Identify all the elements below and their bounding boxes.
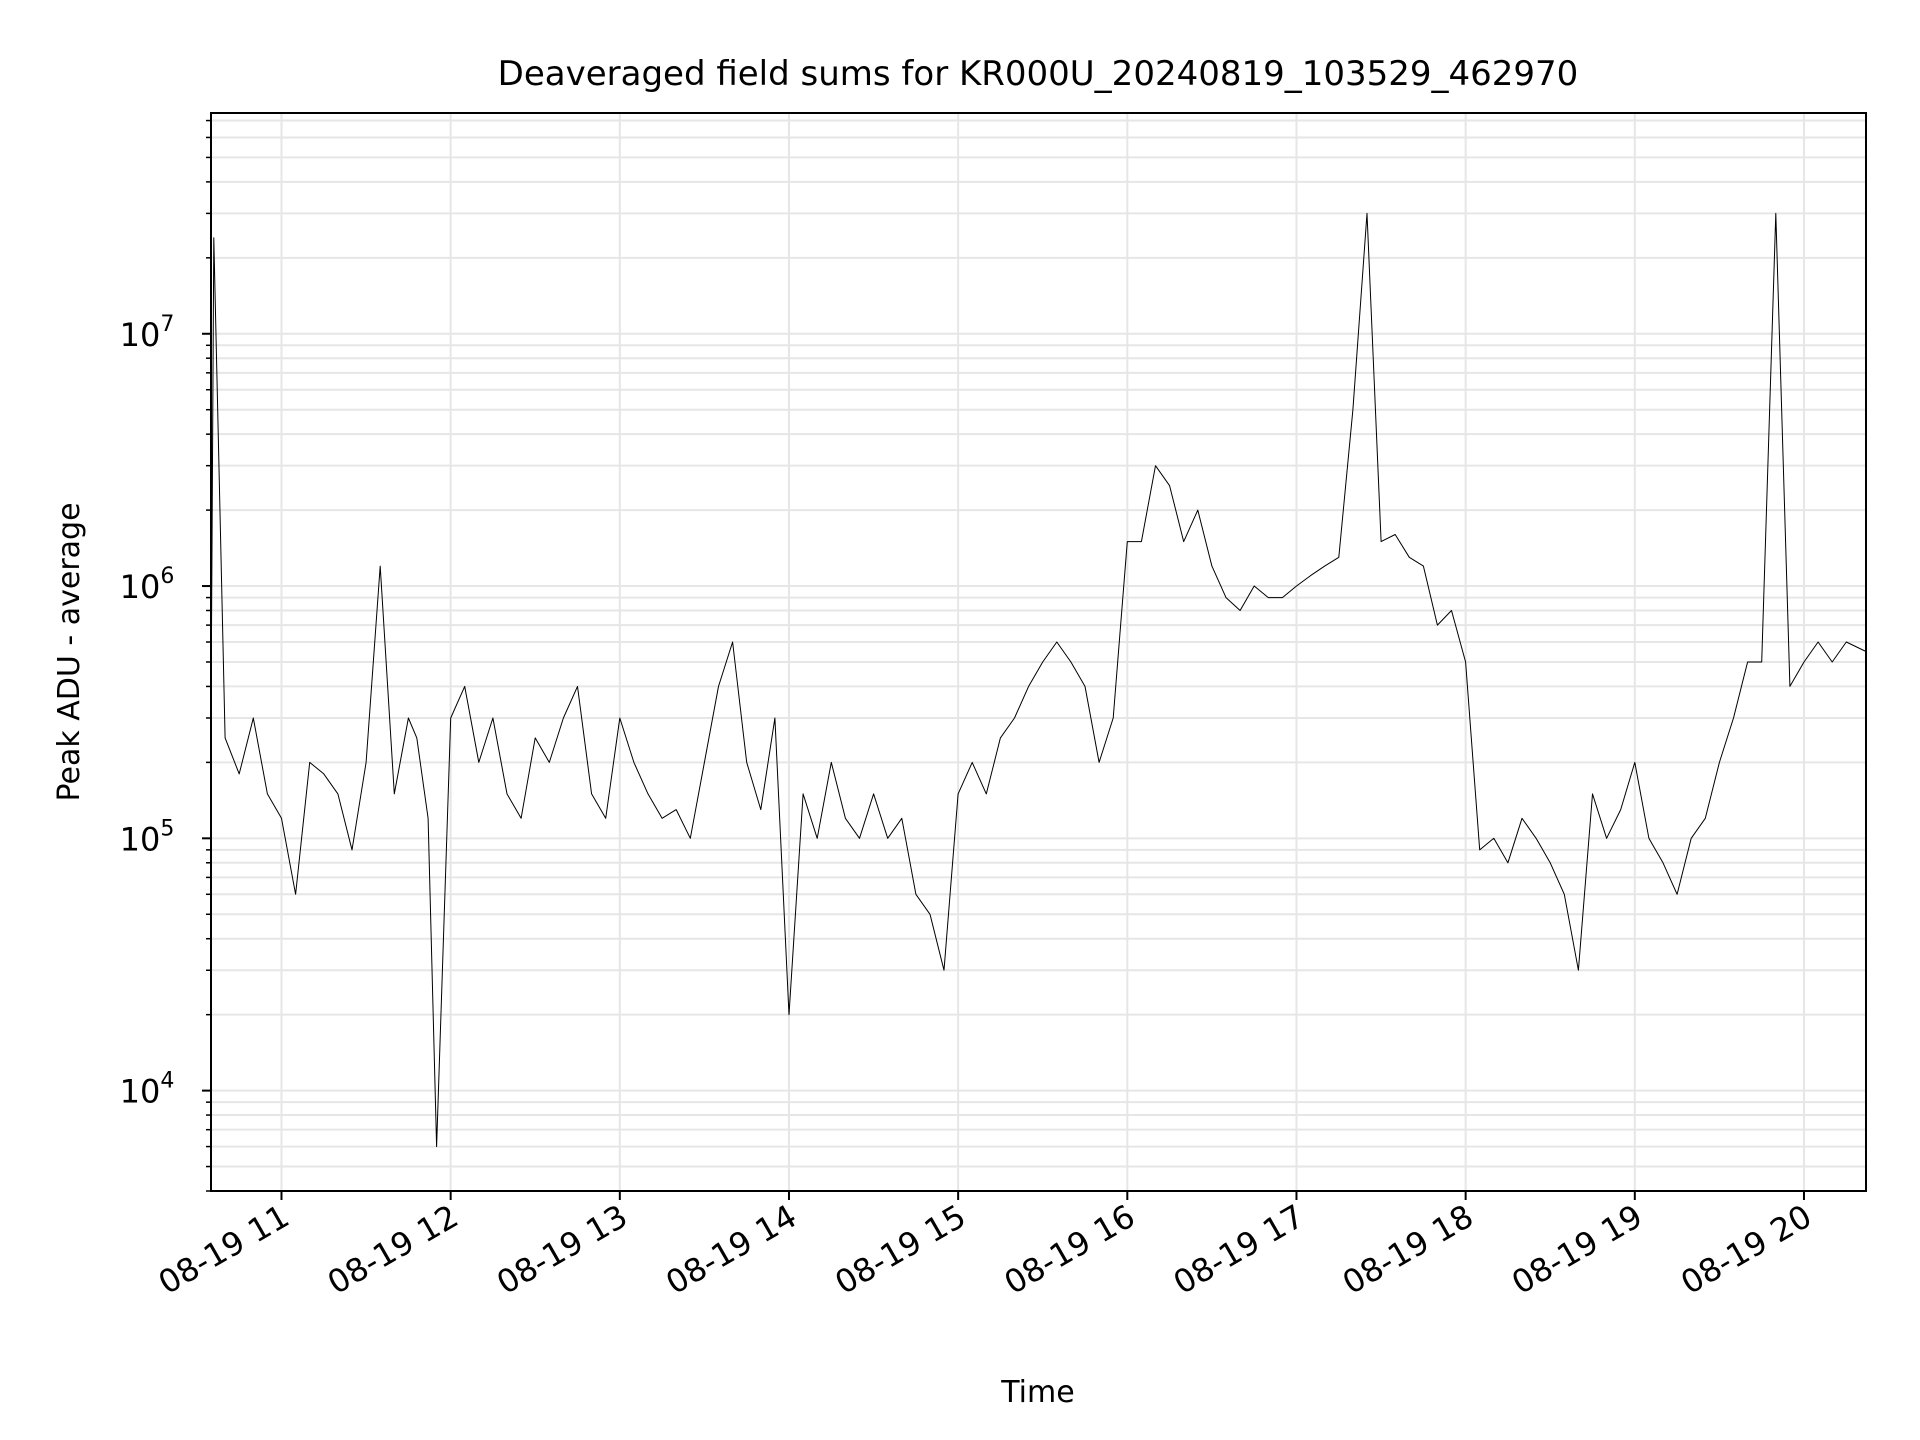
plot-frame <box>210 112 1867 1192</box>
y-tick-label: 104 <box>120 1069 175 1111</box>
grid <box>211 113 1866 1192</box>
y-tick-label: 105 <box>120 816 175 858</box>
x-axis-label: Time <box>1000 1375 1074 1410</box>
series-line <box>210 212 1867 1148</box>
y-tick-label: 107 <box>120 312 175 354</box>
chart-title: Deaveraged field sums for KR000U_2024081… <box>498 54 1579 94</box>
y-tick-label: 106 <box>120 564 175 606</box>
y-axis-label: Peak ADU - average <box>52 502 87 801</box>
